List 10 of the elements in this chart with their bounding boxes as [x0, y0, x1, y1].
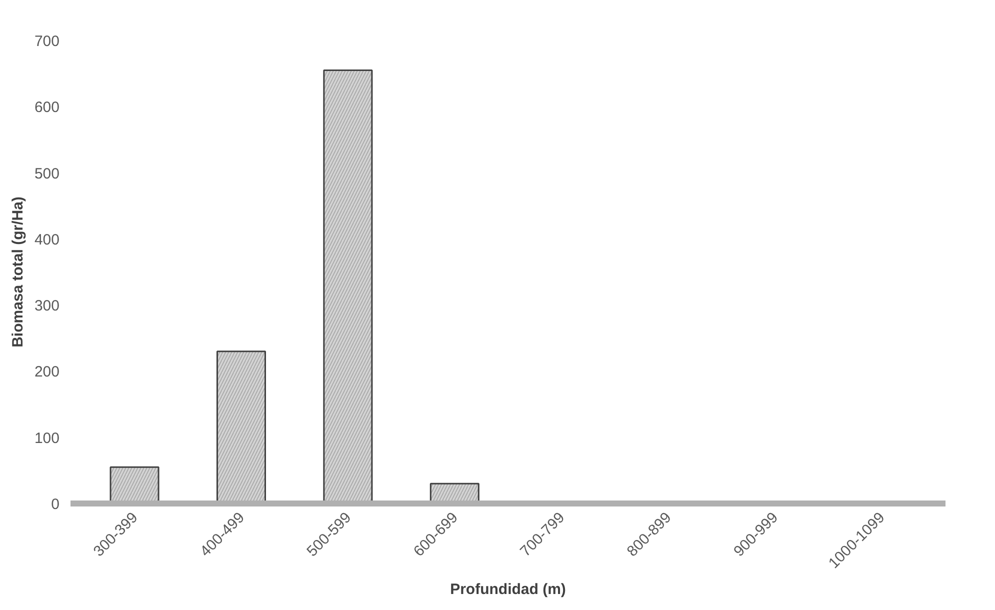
x-axis-title: Profundidad (m) — [450, 580, 566, 598]
y-tick-label: 600 — [34, 99, 60, 116]
y-tick-label: 700 — [34, 33, 60, 50]
y-tick-label: 300 — [34, 298, 60, 315]
y-axis-title: Biomasa total (gr/Ha) — [9, 196, 26, 348]
y-tick-label: 400 — [34, 231, 60, 248]
y-tick-label: 500 — [34, 165, 60, 182]
y-tick-label: 100 — [34, 430, 60, 447]
y-tick-label: 0 — [51, 496, 60, 513]
y-tick-label: 200 — [34, 364, 60, 381]
